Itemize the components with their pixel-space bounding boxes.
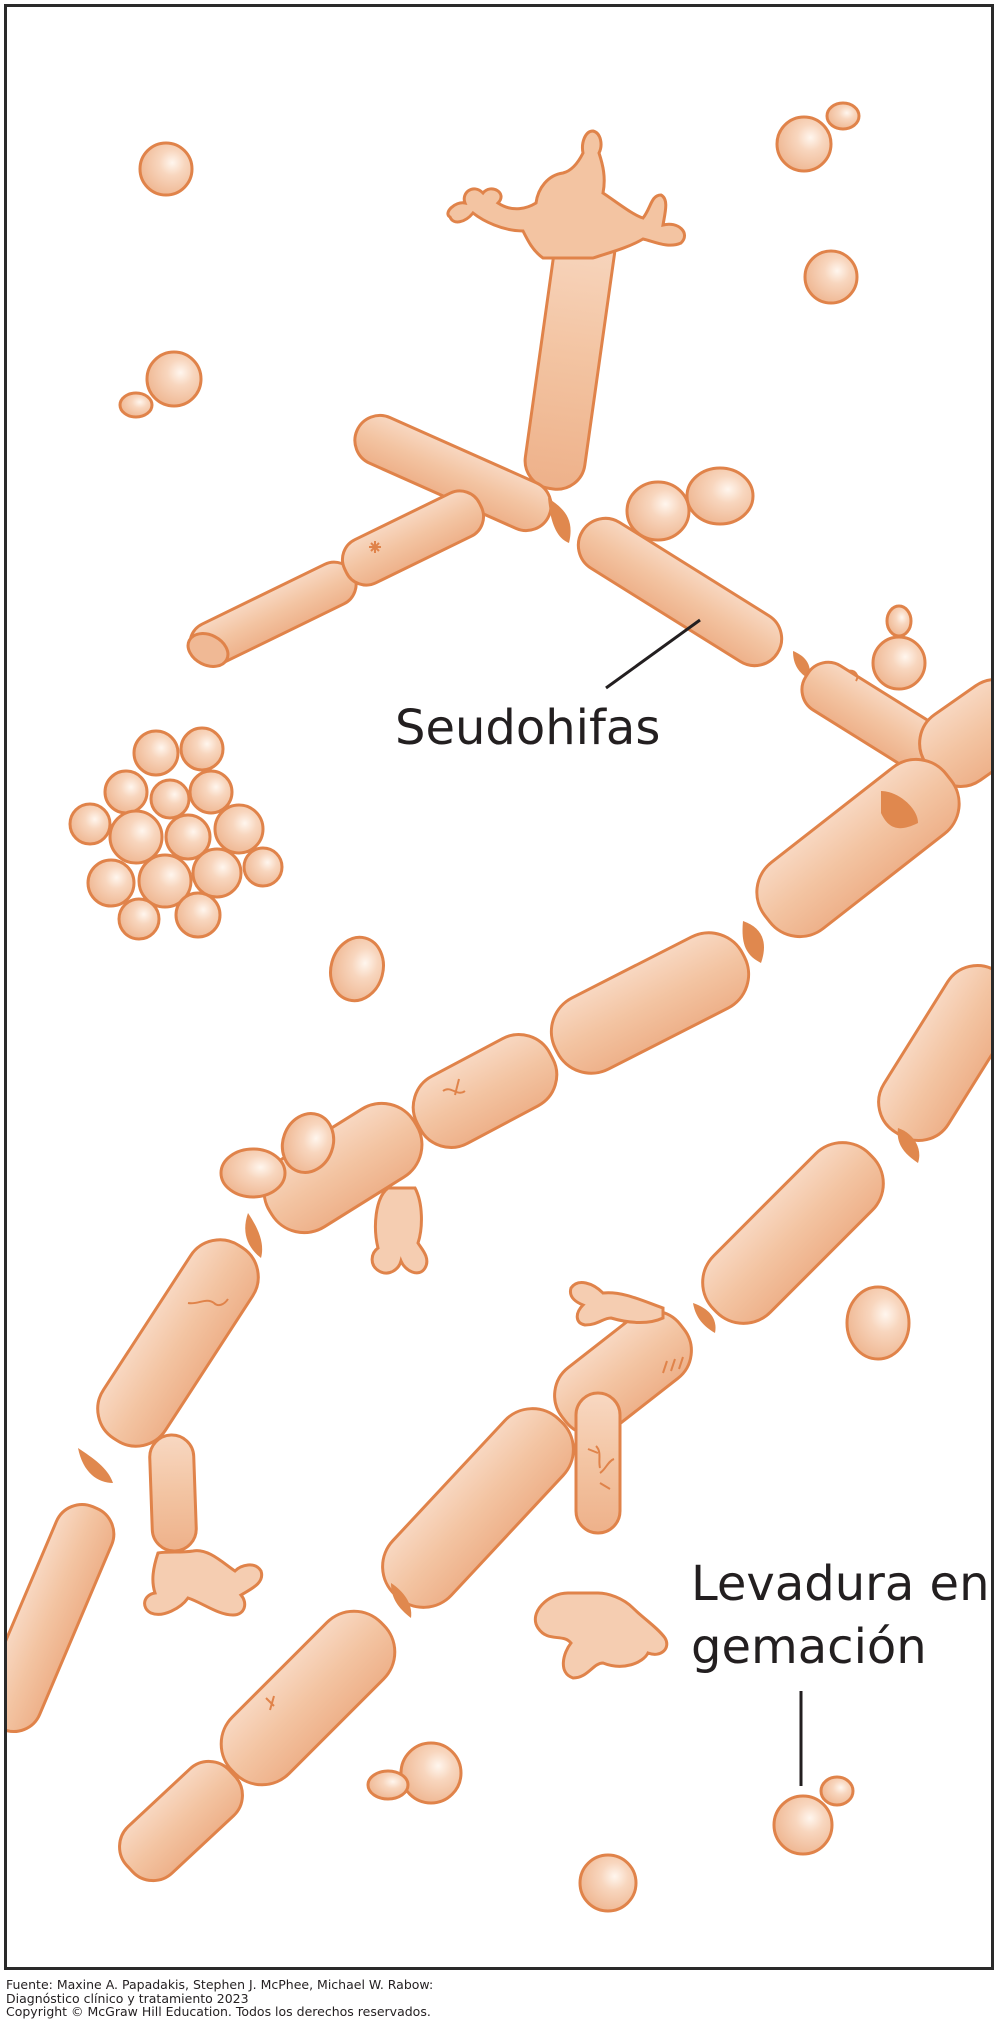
budding-tip [535, 1593, 666, 1678]
hypha-cell [576, 1393, 620, 1533]
source-footer: Fuente: Maxine A. Papadakis, Stephen J. … [6, 1978, 986, 2019]
yeast-cell [401, 1743, 461, 1803]
yeast-cell [873, 637, 925, 689]
hypha-cell [367, 1393, 589, 1623]
yeast-bud [821, 1777, 853, 1805]
yeast-cell [324, 931, 391, 1006]
yeast-cell [777, 117, 831, 171]
pseudohyphae-label-group: Seudohifas [395, 620, 700, 756]
hypha-cell [149, 1434, 197, 1551]
yeast-cell [221, 1149, 285, 1197]
hypha-cell [108, 1750, 254, 1892]
diagram-frame: Seudohifas [4, 4, 994, 1970]
yeast-bud [120, 393, 152, 417]
hypha-cell [865, 952, 994, 1153]
budding-yeast-label-line1: Levadura en [691, 1556, 990, 1612]
yeast-cell [847, 1287, 909, 1359]
budding-yeast-label-line2: gemación [691, 1619, 927, 1675]
pseudohyphae-label: Seudohifas [395, 700, 660, 756]
yeast-cell [805, 251, 857, 303]
yeast-cell [580, 1855, 636, 1911]
hypha-cell [205, 1595, 410, 1800]
yeast-cell [627, 482, 689, 540]
budding-tip [570, 1283, 663, 1325]
septum [548, 498, 571, 543]
footer-copyright: Copyright © McGraw Hill Education. Todos… [6, 2005, 986, 2019]
hypha-branch-tip [448, 131, 685, 258]
hypha-cell [742, 744, 975, 952]
yeast-bud [827, 103, 859, 129]
budding-tip [372, 1188, 427, 1273]
yeast-bud [887, 606, 911, 636]
yeast-cell [147, 352, 201, 406]
pseudohyphae-pointer [606, 620, 700, 688]
yeast-cell [774, 1796, 832, 1854]
footer-source: Fuente: Maxine A. Papadakis, Stephen J. … [6, 1978, 986, 1992]
hypha-cell [335, 484, 491, 593]
yeast-cell [687, 468, 753, 524]
septum [78, 1448, 113, 1483]
budding-yeast-label-group: Levadura en gemación [691, 1556, 990, 1786]
footer-title: Diagnóstico clínico y tratamiento 2023 [6, 1992, 986, 2006]
yeast-bud [368, 1771, 408, 1799]
pseudohyphae-top-branch [182, 131, 973, 793]
hypha-cell [401, 1022, 569, 1160]
yeast-cell [140, 143, 192, 195]
candida-illustration: Seudohifas [7, 7, 994, 1970]
hypha-cell [84, 1226, 271, 1459]
yeast-cluster [70, 728, 282, 939]
hypha-cell [538, 920, 761, 1087]
budding-tip [145, 1551, 262, 1615]
hypha-cell [7, 1496, 123, 1740]
